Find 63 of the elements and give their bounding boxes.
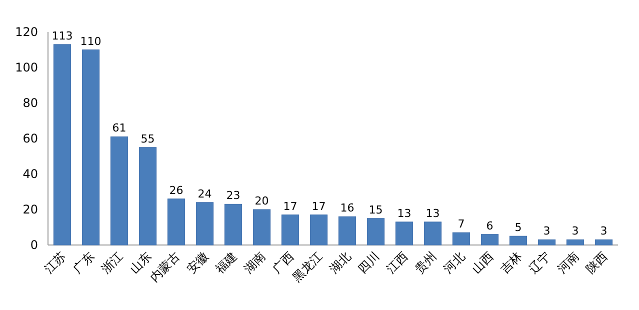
bar bbox=[424, 222, 442, 246]
y-tick-label: 0 bbox=[30, 238, 38, 252]
data-label: 55 bbox=[140, 132, 155, 146]
x-tick-label: 辽宁 bbox=[526, 249, 553, 276]
x-tick-label: 河南 bbox=[554, 249, 582, 276]
y-tick-label: 100 bbox=[15, 60, 38, 74]
bar bbox=[252, 209, 271, 246]
x-tick-label: 贵州 bbox=[412, 249, 439, 276]
bar bbox=[224, 204, 242, 246]
bar bbox=[82, 50, 100, 246]
data-label: 23 bbox=[226, 189, 240, 202]
y-tick-label: 120 bbox=[15, 25, 38, 39]
y-tick-label: 20 bbox=[22, 202, 38, 216]
data-label: 20 bbox=[254, 194, 269, 208]
bar bbox=[509, 236, 528, 246]
bar bbox=[594, 239, 613, 246]
data-label: 61 bbox=[112, 122, 126, 135]
bar bbox=[110, 136, 128, 246]
data-label: 24 bbox=[198, 187, 212, 200]
bar bbox=[566, 239, 584, 246]
data-label: 3 bbox=[600, 224, 608, 238]
x-tick-label: 浙江 bbox=[98, 249, 126, 276]
bar bbox=[480, 234, 499, 246]
y-tick-label: 60 bbox=[22, 132, 38, 146]
data-label: 7 bbox=[458, 218, 465, 231]
data-label: 13 bbox=[397, 206, 412, 220]
x-tick-label: 安徽 bbox=[184, 249, 211, 276]
x-tick-label: 湖南 bbox=[241, 249, 268, 276]
bar bbox=[53, 44, 72, 246]
data-label: 5 bbox=[514, 221, 522, 234]
data-label: 15 bbox=[368, 203, 383, 216]
data-label: 113 bbox=[52, 29, 73, 42]
bar bbox=[366, 218, 385, 246]
x-tick-label: 湖北 bbox=[326, 249, 354, 276]
x-tick-label: 四川 bbox=[355, 249, 382, 276]
data-label: 26 bbox=[169, 184, 184, 197]
data-label: 17 bbox=[283, 200, 298, 213]
bar bbox=[281, 214, 300, 246]
bar bbox=[167, 198, 186, 246]
bar bbox=[395, 222, 414, 246]
x-tick-label: 山西 bbox=[469, 249, 496, 276]
bar bbox=[310, 214, 328, 246]
data-label: 6 bbox=[486, 219, 494, 232]
data-label: 13 bbox=[426, 206, 440, 220]
data-label: 3 bbox=[572, 224, 579, 238]
x-tick-label: 河北 bbox=[440, 249, 468, 276]
data-label: 3 bbox=[543, 224, 550, 238]
data-label: 16 bbox=[340, 202, 354, 215]
data-label: 110 bbox=[80, 34, 102, 48]
x-tick-label: 吉林 bbox=[498, 249, 524, 276]
bar bbox=[338, 216, 356, 246]
x-tick-label: 陕西 bbox=[583, 249, 610, 276]
bar bbox=[196, 202, 214, 246]
y-tick-label: 80 bbox=[22, 96, 38, 110]
x-tick-label: 广东 bbox=[70, 249, 97, 276]
x-tick-label: 江苏 bbox=[42, 249, 68, 276]
bar bbox=[452, 232, 470, 246]
y-tick-label: 40 bbox=[22, 167, 38, 181]
bar bbox=[138, 147, 157, 246]
x-tick-label: 江西 bbox=[384, 249, 410, 276]
data-label: 17 bbox=[312, 200, 326, 213]
x-tick-label: 福建 bbox=[212, 249, 240, 276]
bar bbox=[538, 239, 556, 246]
